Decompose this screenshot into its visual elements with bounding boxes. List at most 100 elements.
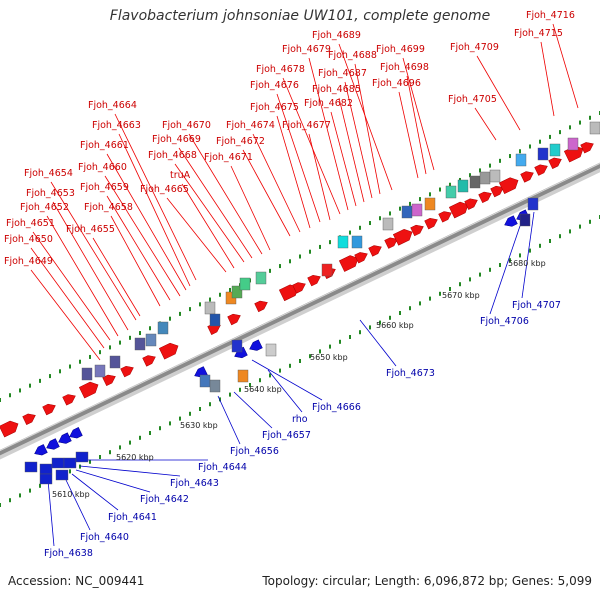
gene-label-forward: Fjoh_4665 (140, 184, 189, 195)
tick-mark (489, 267, 491, 272)
tick-mark (49, 374, 51, 379)
gene-shape (410, 224, 424, 237)
tick-mark (179, 416, 181, 421)
tick-mark (359, 330, 361, 335)
tick-mark (469, 277, 471, 282)
backbone-shadow (0, 164, 600, 460)
gene-block-forward (489, 169, 501, 183)
tick-mark (349, 230, 351, 235)
tick-mark (539, 243, 541, 248)
gene-arrow-reverse (194, 366, 208, 378)
gene-block-reverse (63, 457, 77, 469)
leader-line-reverse (71, 473, 119, 511)
gene-label-forward: Fjoh_4699 (376, 44, 425, 55)
tick-mark (19, 388, 21, 393)
gene-label-forward: Fjoh_4660 (78, 162, 127, 173)
leader-line-reverse (217, 395, 241, 445)
gene-shape (78, 381, 99, 399)
gene-label-reverse: Fjoh_4673 (386, 368, 435, 379)
leader-line-forward (188, 133, 263, 255)
gene-label-forward: Fjoh_4674 (226, 120, 275, 131)
gene-arrow-forward (424, 218, 438, 230)
leader-line-forward (30, 269, 101, 361)
gene-arrow-forward (464, 198, 478, 210)
gene-label-forward: Fjoh_4715 (514, 28, 563, 39)
leader-line-forward (30, 247, 105, 349)
leader-line-forward (110, 215, 161, 307)
tick-mark (329, 344, 331, 349)
tick-mark (399, 311, 401, 315)
gene-block-reverse (199, 374, 211, 388)
gene-shape (120, 365, 134, 378)
leader-line-forward (474, 107, 497, 141)
scale-label: 5610 kbp (52, 490, 90, 499)
gene-arrow-forward (548, 157, 562, 169)
gene-label-forward: Fjoh_4709 (450, 42, 499, 53)
tick-mark (39, 483, 41, 488)
tick-mark (179, 311, 181, 316)
leader-line-forward (476, 55, 521, 131)
gene-label-forward: Fjoh_4663 (92, 120, 141, 131)
gene-block-forward (239, 277, 251, 291)
gene-block-reverse (265, 343, 277, 357)
gene-shape (307, 274, 321, 287)
gene-shape (580, 142, 594, 154)
gene-block-forward (134, 337, 146, 351)
gene-arrow-reverse (249, 339, 263, 351)
tick-mark (529, 144, 531, 149)
gene-arrow-forward (292, 282, 306, 294)
leader-line-forward (338, 97, 365, 203)
gene-block-forward (94, 364, 106, 378)
scale-label: 5680 kbp (508, 259, 546, 268)
leader-line-forward (308, 57, 349, 211)
tick-mark (539, 139, 541, 144)
tick-mark (449, 182, 451, 187)
gene-arrow-reverse (46, 438, 60, 450)
gene-arrow-forward (368, 245, 382, 257)
leader-line-forward (398, 91, 419, 179)
leader-line-reverse (251, 359, 323, 401)
tick-mark (299, 254, 301, 259)
gene-label-forward: Fjoh_4696 (372, 78, 421, 89)
tick-mark (449, 287, 451, 291)
tick-mark (579, 224, 581, 229)
tick-mark (589, 115, 591, 120)
tick-mark (489, 163, 491, 168)
leader-line-forward (52, 201, 129, 331)
gene-label-forward: Fjoh_4685 (312, 84, 361, 95)
tick-mark (99, 455, 101, 459)
leader-line-forward (46, 215, 119, 337)
gene-label-forward: Fjoh_4670 (162, 120, 211, 131)
gene-shape (254, 300, 268, 313)
gene-label-forward: Fjoh_4669 (152, 134, 201, 145)
gene-arrow-forward (490, 185, 504, 198)
gene-label-reverse: Fjoh_4641 (108, 512, 157, 523)
gene-arrow-forward (142, 355, 156, 367)
gene-arrow-forward (354, 252, 368, 264)
leader-line-reverse (267, 369, 303, 413)
gene-label-forward: Fjoh_4658 (84, 202, 133, 213)
gene-arrow-forward (338, 255, 359, 272)
tick-mark (479, 168, 481, 173)
tick-mark (429, 192, 431, 197)
gene-block-forward (382, 217, 394, 231)
tick-mark (189, 411, 191, 416)
gene-arrow-forward (392, 228, 413, 246)
tick-mark (389, 211, 391, 216)
leader-line-reverse (359, 319, 397, 367)
tick-mark (519, 253, 521, 258)
tick-mark (549, 134, 551, 139)
tick-mark (359, 225, 361, 230)
tick-mark (559, 234, 561, 239)
gene-label-forward: truA (170, 170, 191, 181)
label-layer: Fjoh_4649 Fjoh_4650 Fjoh_4651 Fjoh_4652 Fjoh… (4, 10, 575, 559)
tick-mark (0, 503, 1, 507)
gene-arrow-forward (0, 420, 19, 438)
gene-label-forward: Fjoh_4653 (26, 188, 75, 199)
tick-mark (459, 282, 461, 287)
tick-mark (479, 272, 481, 277)
gene-label-forward: Fjoh_4651 (6, 218, 55, 229)
tick-mark (319, 349, 321, 354)
gene-shape (368, 245, 382, 257)
gene-block-reverse (24, 461, 38, 473)
